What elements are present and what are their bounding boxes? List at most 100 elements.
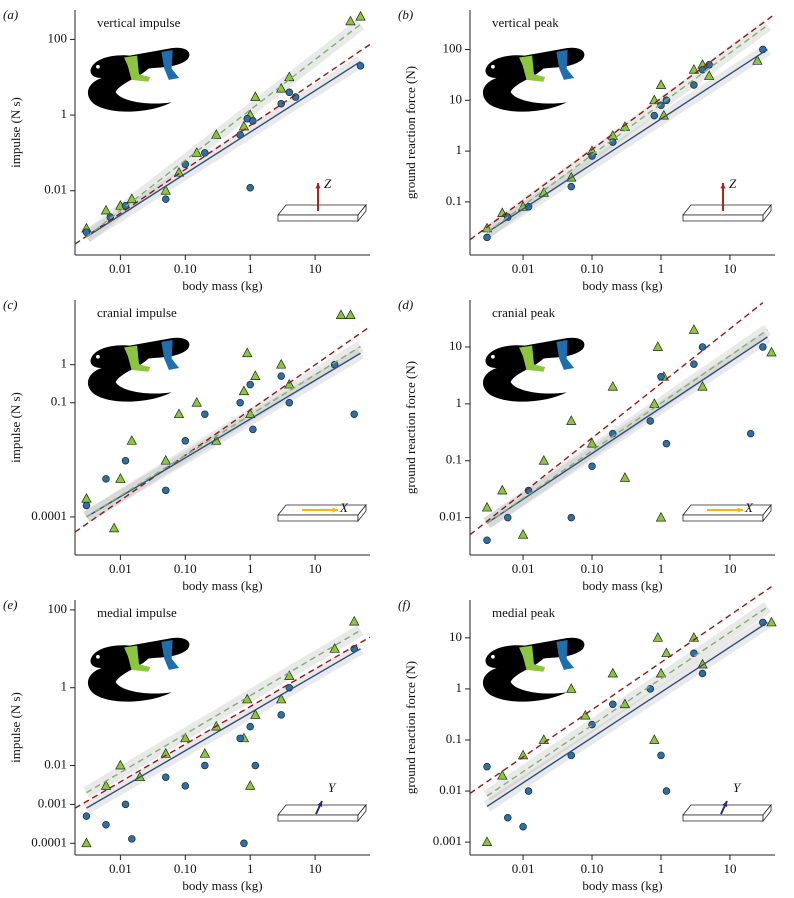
panel: 0.0001 0.1 1 0.01 0.10 1 10 body mass (kg) impul… <box>3 297 371 593</box>
triangle-point <box>517 528 529 539</box>
y-tick-label: 100 <box>48 30 68 45</box>
triangle-point <box>349 615 360 626</box>
triangle-point <box>688 632 700 642</box>
triangle-point <box>115 473 126 483</box>
triangle-point <box>619 698 631 709</box>
y-axis-label: impulse (N s) <box>8 97 23 168</box>
triangle-point <box>566 683 577 693</box>
panel: 0.001 0.01 0.1 1 10 0.01 0.10 1 10 body mass (kg)… <box>398 586 777 893</box>
panel-label: (a) <box>3 7 18 22</box>
triangle-point <box>655 79 667 89</box>
triangle-point <box>191 147 202 157</box>
arrow-head <box>315 183 321 189</box>
inset-plate-side <box>682 514 764 522</box>
circle-point <box>657 372 665 381</box>
panel-label: (e) <box>3 597 17 612</box>
triangle-point <box>355 10 366 21</box>
triangle-point <box>580 709 591 720</box>
circle-point <box>567 513 576 522</box>
triangle-point <box>517 749 529 760</box>
triangle-point <box>688 324 700 334</box>
triangle-point <box>160 748 171 758</box>
circle-point <box>504 814 512 822</box>
triangle-point <box>661 647 672 658</box>
inset-plate-end <box>357 803 367 823</box>
x-tick-label: 10 <box>723 261 736 276</box>
y-tick-label: 1 <box>456 142 463 157</box>
circle-point <box>246 183 254 192</box>
fit-line <box>486 329 768 524</box>
fit-line <box>469 13 776 241</box>
fit-line <box>86 352 361 518</box>
triangle-point <box>81 493 92 503</box>
circle-point <box>746 429 755 438</box>
panel-label: (c) <box>3 297 17 312</box>
circle-point <box>285 88 294 97</box>
triangle-point <box>607 380 618 391</box>
inset-axis-label: Z <box>324 176 332 191</box>
circle-point <box>646 417 655 425</box>
triangle-point <box>481 836 493 846</box>
x-tick-label: 0.01 <box>109 261 132 276</box>
x-axis-label: body mass (kg) <box>182 878 262 893</box>
panel-label: (f) <box>398 597 410 612</box>
triangle-point <box>655 667 667 678</box>
fit-line <box>486 606 768 797</box>
fit-line <box>86 629 361 794</box>
panel-label: (b) <box>398 7 413 22</box>
arrow-head <box>720 183 726 189</box>
circle-point <box>657 101 665 109</box>
triangle-point <box>688 63 700 74</box>
x-axis-label: body mass (kg) <box>582 878 662 893</box>
panel-title: medial peak <box>492 605 556 620</box>
x-tick-label: 1 <box>247 861 254 876</box>
y-tick-label: 10 <box>449 629 462 644</box>
inset-axis-label: X <box>339 500 349 515</box>
triangle-point <box>335 309 347 319</box>
circle-point <box>236 734 244 743</box>
inset-plate-end <box>357 503 367 523</box>
fit-line <box>86 23 361 238</box>
circle-point <box>285 398 294 407</box>
circle-point <box>246 722 254 731</box>
fit-line <box>469 586 772 794</box>
y-tick-label: 1 <box>61 106 68 121</box>
circle-point <box>519 823 527 831</box>
circle-point <box>356 62 365 70</box>
fit-line <box>486 621 768 808</box>
inset-axis-label: Y <box>328 780 337 795</box>
triangle-point <box>766 346 777 357</box>
circle-point <box>181 437 190 445</box>
y-tick-label: 1 <box>61 356 68 371</box>
fit-line <box>86 60 361 238</box>
circle-point <box>698 343 707 351</box>
triangle-point <box>704 70 715 80</box>
circle-point <box>201 761 209 770</box>
arrow-head <box>317 801 323 807</box>
circle-point <box>524 787 533 795</box>
lizard-icon <box>87 637 190 702</box>
circle-point <box>646 685 655 693</box>
lizard-icon <box>87 337 190 402</box>
panel: 0.1 1 10 100 0.01 0.10 1 10 body mass (kg) ground… <box>398 7 776 293</box>
inset-plate-side <box>682 214 764 222</box>
inset-plate-side <box>277 514 359 522</box>
triangle-point <box>652 341 664 351</box>
y-axis-label: impulse (N s) <box>8 392 23 463</box>
inset-plate-side <box>682 814 764 822</box>
triangle-point <box>81 837 92 848</box>
x-tick-label: 10 <box>309 561 322 576</box>
inset-plate-top <box>277 204 367 216</box>
triangle-point <box>100 780 112 790</box>
y-tick-label: 0.1 <box>446 731 462 746</box>
triangle-point <box>108 522 120 533</box>
triangle-point <box>191 397 202 407</box>
triangle-point <box>649 734 660 744</box>
circle-point <box>277 711 285 719</box>
circle-point <box>662 787 671 795</box>
y-tick-label: 0.1 <box>446 452 462 467</box>
inset-plate-end <box>762 803 772 823</box>
triangle-point <box>284 378 295 389</box>
triangle-point <box>766 616 777 627</box>
